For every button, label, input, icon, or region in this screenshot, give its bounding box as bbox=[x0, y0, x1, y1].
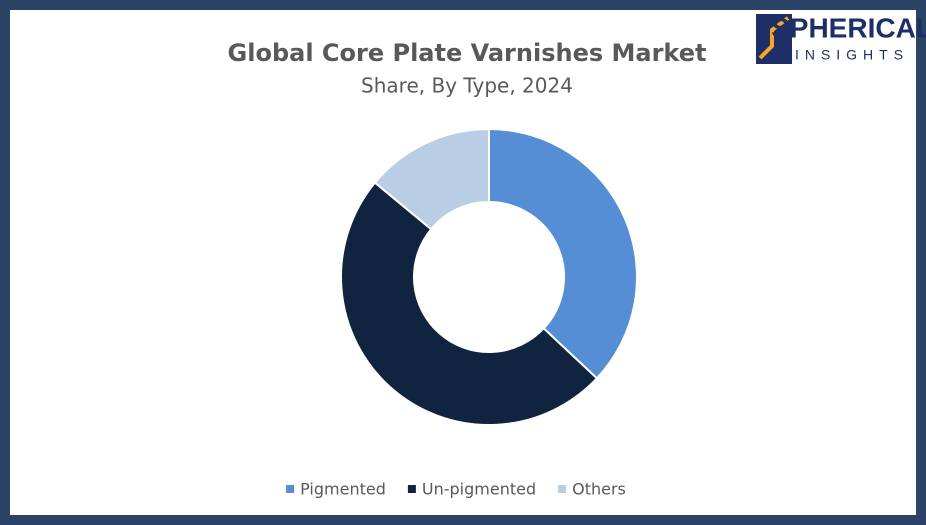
legend-swatch bbox=[558, 485, 567, 493]
chart-subtitle: Share, By Type, 2024 bbox=[361, 74, 573, 98]
legend-label: Others bbox=[572, 480, 626, 499]
legend-label: Un-pigmented bbox=[422, 480, 536, 499]
legend-swatch bbox=[407, 485, 416, 493]
logo-tagline: INSIGHTS bbox=[795, 47, 909, 63]
logo-mark bbox=[758, 16, 790, 60]
chart-title: Global Core Plate Varnishes Market bbox=[228, 39, 707, 67]
legend-label: Pigmented bbox=[300, 480, 386, 499]
slice bbox=[373, 127, 490, 231]
legend-swatch bbox=[286, 485, 295, 493]
slice bbox=[340, 181, 599, 426]
logo-name: SPHERICAL bbox=[771, 12, 926, 43]
logo: SPHERICAL INSIGHTS bbox=[756, 12, 926, 64]
panel bbox=[10, 10, 916, 515]
slice bbox=[488, 127, 638, 380]
